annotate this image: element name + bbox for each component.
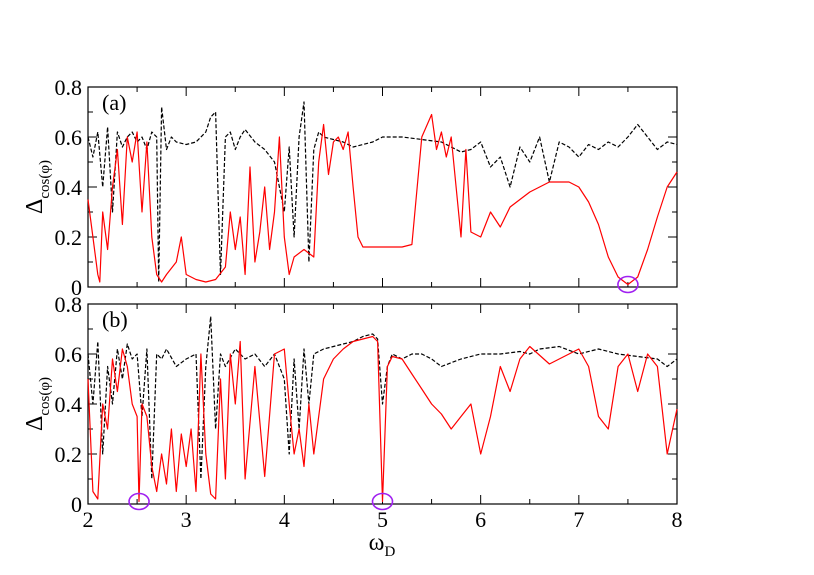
x-axis-title-main: ω bbox=[369, 530, 385, 556]
panel-a-ytick-label: 0.8 bbox=[55, 75, 83, 100]
panel-a-ytick-label: 0.4 bbox=[55, 175, 83, 200]
x-tick-label: 8 bbox=[672, 507, 683, 532]
panel-b-ylabel-sub: cos(φ) bbox=[37, 377, 53, 416]
panel-b-ylabel-main: Δ bbox=[22, 416, 48, 431]
panel-b-label: (b) bbox=[102, 307, 128, 332]
panel-b-series-solid bbox=[87, 335, 678, 503]
x-axis-title-sub: D bbox=[384, 544, 395, 560]
panel-b-series-dashed bbox=[87, 315, 678, 480]
panel-a-ylabel-sub: cos(φ) bbox=[37, 160, 53, 199]
x-axis-title: ωD bbox=[369, 530, 396, 560]
panel-a-ylabel-main: Δ bbox=[22, 199, 48, 214]
x-tick-label: 6 bbox=[475, 507, 486, 532]
panel-a-xticks bbox=[87, 87, 678, 287]
panel-b-ylabel: Δcos(φ) bbox=[22, 377, 53, 431]
x-tick-labels: 2 3 4 5 6 7 8 bbox=[83, 507, 683, 532]
panel-a-yticks: 0 0.2 0.4 0.6 0.8 bbox=[55, 75, 677, 300]
panel-a-frame bbox=[87, 86, 678, 288]
panel-b-ytick-label: 0.8 bbox=[55, 292, 83, 317]
panel-a-series-dashed bbox=[87, 101, 678, 283]
panel-a-ytick-label: 0.2 bbox=[55, 225, 83, 250]
panel-a-series bbox=[87, 101, 678, 286]
panel-b-yticks: 0 0.2 0.4 0.6 0.8 bbox=[55, 292, 677, 517]
panel-b-ytick-label: 0.2 bbox=[55, 442, 83, 467]
panel-a-circle-marker bbox=[617, 275, 639, 294]
x-tick-label: 7 bbox=[573, 507, 584, 532]
panel-a-label: (a) bbox=[102, 90, 126, 115]
panel-b-circle-marker bbox=[128, 492, 150, 511]
x-tick-label: 2 bbox=[83, 507, 94, 532]
panel-b-xticks bbox=[87, 304, 678, 504]
panel-a-series-solid bbox=[87, 113, 678, 286]
panel-b-series bbox=[87, 315, 678, 503]
panel-b-circle-marker bbox=[371, 492, 394, 511]
panel-a-ylabel: Δcos(φ) bbox=[22, 160, 53, 214]
x-tick-label: 3 bbox=[181, 507, 192, 532]
panel-a-ytick-label: 0.6 bbox=[55, 125, 83, 150]
panel-a-markers bbox=[617, 275, 639, 294]
panel-b-ytick-label: 0 bbox=[71, 492, 82, 517]
panel-b-ytick-label: 0.6 bbox=[55, 342, 83, 367]
panel-b-ytick-label: 0.4 bbox=[55, 392, 83, 417]
x-tick-label: 4 bbox=[279, 507, 290, 532]
panel-a: 0 0.2 0.4 0.6 0.8 (a) Δcos(φ) bbox=[22, 75, 678, 300]
panel-a-ytick-label: 0 bbox=[71, 275, 82, 300]
x-tick-label: 5 bbox=[377, 507, 388, 532]
panel-b-markers bbox=[128, 492, 394, 511]
panel-b: 0 0.2 0.4 0.6 0.8 (b) Δcos(φ) bbox=[22, 292, 678, 517]
